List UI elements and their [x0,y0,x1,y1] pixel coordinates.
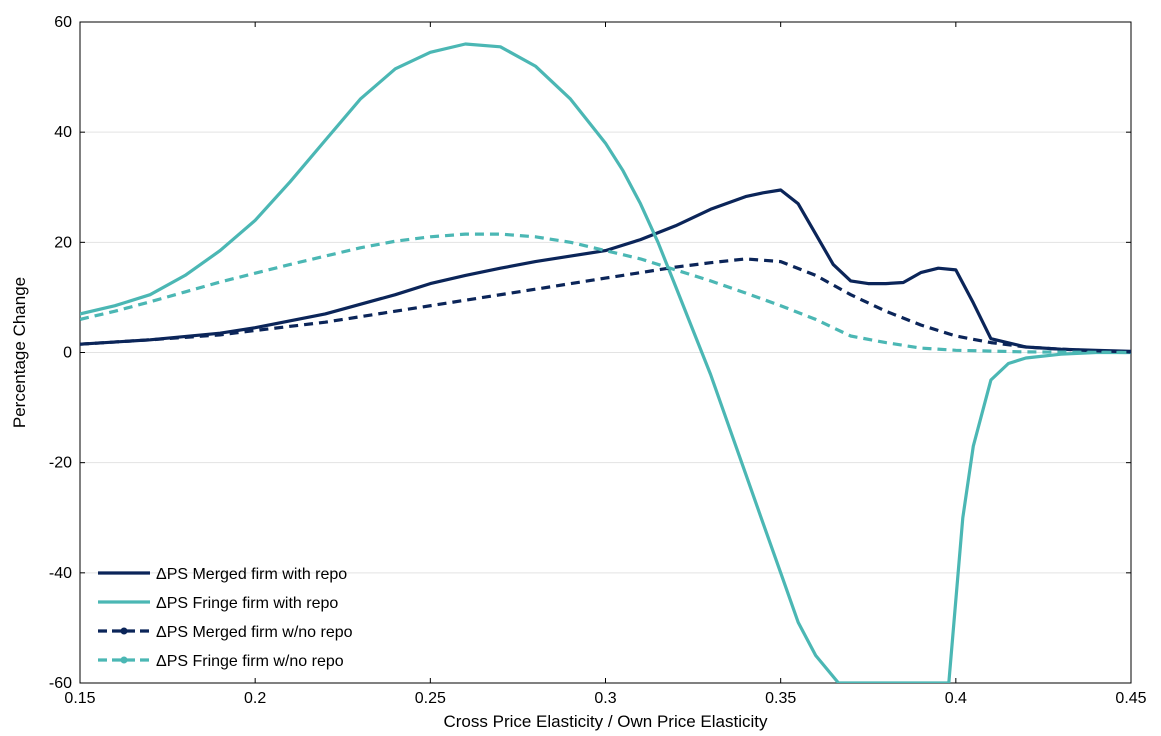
legend-marker [120,656,128,664]
x-tick-label: 0.3 [594,690,616,707]
y-tick-label: 0 [63,345,72,362]
gridlines [80,131,1131,574]
x-tick-label: 0.45 [1115,690,1146,707]
series-line-4 [80,232,1131,355]
x-tick-label: 0.35 [765,690,796,707]
series-line-2 [80,42,1131,683]
legend-label: ΔPS Merged firm with repo [156,566,347,583]
y-tick-labels: -60 -40 -20 0 20 40 60 [49,14,72,692]
y-tick-label: 40 [54,124,72,141]
y-tick-label: -60 [49,675,72,692]
legend-label: ΔPS Merged firm w/no repo [156,624,353,641]
y-tick-label: -40 [49,565,72,582]
x-tick-labels: 0.15 0.2 0.25 0.3 0.35 0.4 0.45 [64,690,1146,707]
y-axis-label: Percentage Change [10,277,29,428]
y-tick-label: -20 [49,455,72,472]
x-tick-label: 0.15 [64,690,95,707]
legend-label: ΔPS Fringe firm with repo [156,595,338,612]
legend-marker [120,627,128,635]
x-tick-label: 0.25 [415,690,446,707]
x-tick-label: 0.4 [945,690,967,707]
legend-label: ΔPS Fringe firm w/no repo [156,653,344,670]
legend: ΔPS Merged firm with repo ΔPS Fringe firm… [98,566,353,670]
series-lines [80,42,1131,683]
x-axis-label: Cross Price Elasticity / Own Price Elast… [443,712,768,731]
y-tick-label: 60 [54,14,72,31]
series-line-1 [80,188,1131,353]
x-tick-label: 0.2 [244,690,266,707]
y-tick-label: 20 [54,234,72,251]
